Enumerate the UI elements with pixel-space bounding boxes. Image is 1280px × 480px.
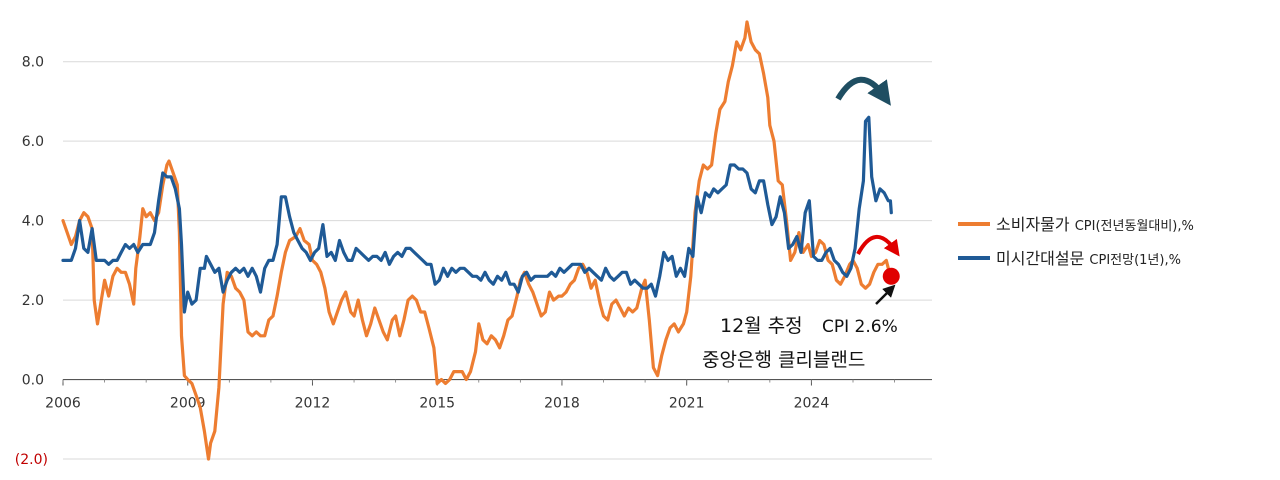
y-tick-label: 2.0 — [22, 293, 44, 309]
x-tick-label: 2024 — [794, 396, 830, 412]
pointer-arrow-icon — [875, 284, 896, 305]
annotation-month-estimate: 12월 추정 — [720, 315, 803, 337]
estimate-marker — [882, 267, 900, 285]
x-axis: 2006 2009 2012 2015 2018 2021 2024 — [45, 378, 932, 412]
legend-exp-prefix: 미시간대설문 — [996, 249, 1084, 268]
legend: 소비자물가 CPI(전년동월대비),% 미시간대설문 CPI전망(1년),% — [958, 215, 1194, 268]
x-tick-label: 2015 — [419, 396, 455, 412]
x-tick-label: 2018 — [544, 396, 580, 412]
legend-label-cpi: 소비자물가 CPI(전년동월대비),% — [996, 215, 1194, 234]
annotation-estimate-label: 12월 추정 CPI 2.6% — [720, 315, 898, 337]
curved-arrow-blue-icon — [835, 76, 891, 106]
series-line-expectation — [61, 115, 893, 314]
y-tick-label: 0.0 — [22, 373, 44, 389]
x-tick-label: 2021 — [669, 396, 705, 412]
y-tick-label: 8.0 — [22, 55, 44, 71]
y-axis-ticks: 8.0 6.0 4.0 2.0 0.0 (2.0) — [15, 55, 48, 468]
series-lines — [61, 20, 893, 461]
x-tick-label: 2012 — [295, 396, 331, 412]
y-tick-label: 4.0 — [22, 214, 44, 230]
y-tick-label: (2.0) — [15, 452, 48, 468]
legend-cpi-prefix: 소비자물가 — [996, 215, 1070, 234]
y-tick-label: 6.0 — [22, 134, 44, 150]
legend-cpi-suffix: CPI(전년동월대비),% — [1075, 219, 1194, 234]
annotation-source: 중앙은행 클리블랜드 — [702, 349, 865, 371]
legend-label-expectation: 미시간대설문 CPI전망(1년),% — [996, 249, 1181, 268]
series-line-cpi — [61, 20, 890, 461]
legend-exp-suffix: CPI전망(1년),% — [1089, 253, 1181, 268]
curved-arrow-red-icon — [856, 235, 900, 257]
x-tick-label: 2006 — [45, 396, 81, 412]
annotation-cpi-value: CPI 2.6% — [822, 317, 898, 337]
